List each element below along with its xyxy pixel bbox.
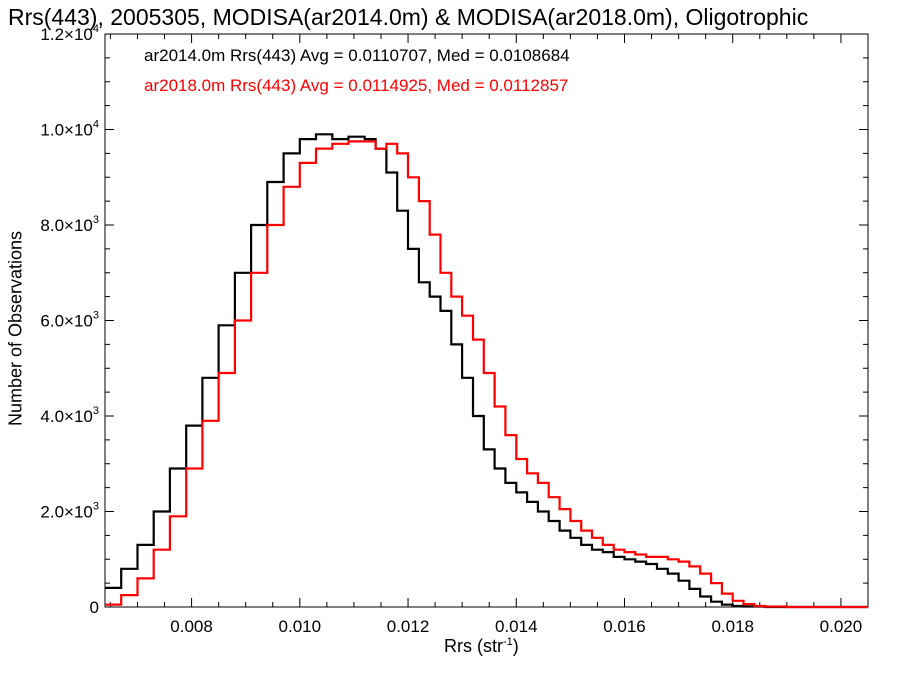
x-axis-label: Rrs (str-1): [444, 636, 519, 657]
series-line-ar2014.0m: [105, 133, 868, 609]
x-tick-label: 0.016: [603, 617, 646, 636]
y-tick-label: 4.0×103: [40, 405, 99, 426]
y-tick-label: 0: [90, 598, 99, 617]
y-axis-ticks: 0 2.0×103 4.0×103 6.0×103 8.0×103 1.0×104 1.2×…: [40, 23, 868, 617]
plot-frame: [104, 33, 869, 608]
legend-entry-ar2018: ar2018.0m Rrs(443) Avg = 0.0114925, Med …: [144, 76, 569, 95]
y-tick-label: 6.0×103: [40, 310, 99, 331]
series-line-ar2018.0m: [105, 140, 868, 609]
x-tick-label: 0.014: [495, 617, 538, 636]
series-group: [105, 133, 868, 609]
x-tick-label: 0.020: [820, 617, 863, 636]
x-axis-label-text: Rrs (str: [444, 636, 503, 656]
x-axis-label-sup: -1: [502, 636, 513, 648]
x-axis-ticks: 0.008 0.010 0.012 0.014 0.016 0.018 0.020: [109, 34, 863, 636]
x-tick-label: 0.010: [279, 617, 322, 636]
y-axis-label: Number of Observations: [5, 230, 26, 427]
x-tick-label: 0.008: [170, 617, 213, 636]
x-tick-label: 0.012: [387, 617, 430, 636]
y-tick-label: 1.0×104: [40, 119, 99, 140]
y-tick-label: 2.0×103: [40, 501, 99, 522]
x-axis-label-close: ): [512, 636, 519, 656]
x-tick-label: 0.018: [711, 617, 754, 636]
y-tick-label: 1.2×104: [40, 23, 99, 44]
chart-title: Rrs(443), 2005305, MODISA(ar2014.0m) & M…: [8, 4, 809, 30]
y-tick-label: 8.0×103: [40, 214, 99, 235]
legend-entry-ar2014: ar2014.0m Rrs(443) Avg = 0.0110707, Med …: [144, 46, 570, 65]
